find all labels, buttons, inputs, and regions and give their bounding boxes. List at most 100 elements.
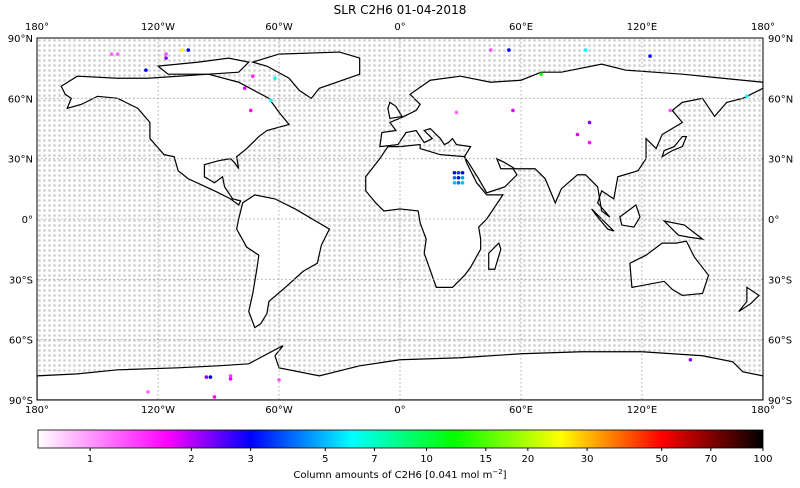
colorbar-tick-label: 70	[705, 454, 718, 465]
map-frame	[36, 37, 764, 401]
colorbar-tick-label: 7	[371, 454, 377, 465]
observation-point	[456, 181, 461, 185]
observation-point	[115, 52, 120, 56]
gridlines	[37, 38, 763, 400]
left-lat-label: 0°	[22, 215, 33, 226]
observation-point	[248, 108, 253, 113]
observation-point	[456, 175, 461, 180]
top-lon-label: 60°E	[509, 22, 533, 33]
right-lat-label: 60°N	[768, 94, 793, 105]
observation-point	[460, 181, 465, 185]
right-lat-label: 0°	[768, 215, 779, 226]
bottom-lon-label: 120°W	[141, 405, 175, 416]
coastlines	[37, 51, 763, 400]
observation-point	[212, 395, 217, 399]
observation-point	[164, 52, 168, 56]
colorbar-ticks: 1 2 3 5 7 10 15 20 30 50 70 100	[87, 448, 773, 465]
observation-point	[507, 48, 511, 52]
observation-point	[452, 175, 457, 180]
colorbar	[37, 429, 764, 449]
landmass-eurasia	[379, 63, 763, 218]
observation-point	[273, 76, 277, 81]
observation-point	[454, 110, 459, 115]
colorbar-tick-label: 1	[87, 454, 93, 465]
axis-tick-labels: 180° 180° 120°W 120°W 60°W 60°W 0° 0° 60°E 60°E 12…	[8, 22, 793, 416]
observation-point	[228, 374, 233, 378]
observation-point	[180, 48, 184, 52]
observation-point	[575, 132, 580, 137]
bottom-lon-label: 60°W	[265, 405, 293, 416]
landmass-australia	[629, 240, 710, 297]
observation-point	[460, 175, 465, 180]
observation-point	[539, 72, 543, 76]
left-lat-label: 60°S	[9, 336, 33, 347]
observation-point	[452, 181, 457, 185]
bottom-lon-label: 60°E	[509, 405, 533, 416]
landmass-north-america	[60, 73, 291, 206]
observation-point	[250, 74, 255, 79]
colorbar-tick-label: 100	[753, 454, 772, 465]
bottom-lon-label: 0°	[394, 405, 405, 416]
observation-point	[688, 357, 693, 362]
observation-points	[109, 48, 749, 399]
observation-point	[648, 54, 652, 58]
right-lat-label: 90°N	[768, 34, 793, 45]
landmass-canadian-islands	[156, 57, 250, 75]
right-lat-label: 90°S	[768, 396, 792, 407]
observation-point	[452, 170, 457, 175]
colorbar-tick-label: 20	[521, 454, 534, 465]
landmass-great-britain	[387, 101, 403, 120]
colorbar-tick-label: 50	[655, 454, 668, 465]
bottom-lon-label: 180°	[751, 405, 775, 416]
landmass-greenland	[250, 51, 361, 100]
landmass-madagascar	[488, 242, 502, 270]
observation-point	[164, 56, 168, 60]
map-title: SLR C2H6 01-04-2018	[334, 3, 467, 17]
landmass-africa	[365, 143, 504, 288]
right-lat-label: 60°S	[768, 336, 792, 347]
left-lat-label: 60°N	[8, 94, 33, 105]
top-lon-label: 120°E	[627, 22, 657, 33]
left-lat-label: 90°N	[8, 34, 33, 45]
colorbar-tick-label: 30	[581, 454, 594, 465]
observation-point	[587, 120, 592, 125]
top-lon-label: 0°	[394, 22, 405, 33]
observation-point	[228, 377, 233, 381]
landmass-japan	[661, 135, 688, 159]
left-lat-label: 30°N	[8, 155, 33, 166]
top-lon-label: 120°W	[141, 22, 175, 33]
landmass-sumatra	[591, 208, 615, 232]
colorbar-label: Column amounts of C2H6 [0.041 mol m−2]	[293, 468, 506, 481]
left-lat-label: 90°S	[9, 396, 33, 407]
observation-point	[269, 98, 273, 103]
right-lat-label: 30°S	[768, 275, 792, 286]
top-lon-label: 180°	[25, 22, 49, 33]
observation-point	[511, 108, 515, 113]
observation-point	[488, 48, 493, 52]
observation-point	[277, 378, 281, 382]
observation-point	[460, 170, 465, 175]
left-lat-label: 30°S	[9, 275, 33, 286]
colorbar-tick-label: 2	[188, 454, 194, 465]
landmass-antarctica	[37, 345, 763, 400]
observation-point	[745, 94, 749, 99]
top-lon-label: 60°W	[265, 22, 293, 33]
observation-point	[456, 170, 461, 175]
bottom-lon-label: 120°E	[627, 405, 657, 416]
landmass-new-guinea	[662, 220, 705, 241]
observation-point	[186, 48, 191, 52]
observation-point	[668, 108, 673, 113]
landmass-new-zealand	[738, 286, 760, 313]
colorbar-tick-label: 15	[479, 454, 492, 465]
colorbar-tick-label: 5	[322, 454, 328, 465]
top-lon-label: 180°	[751, 22, 775, 33]
observation-point	[146, 390, 150, 394]
observation-point	[208, 375, 213, 379]
observation-point	[109, 52, 114, 56]
bottom-lon-label: 180°	[25, 405, 49, 416]
landmass-borneo	[619, 203, 641, 228]
observation-point	[204, 375, 209, 379]
right-lat-label: 30°N	[768, 155, 793, 166]
observation-point	[242, 86, 247, 91]
